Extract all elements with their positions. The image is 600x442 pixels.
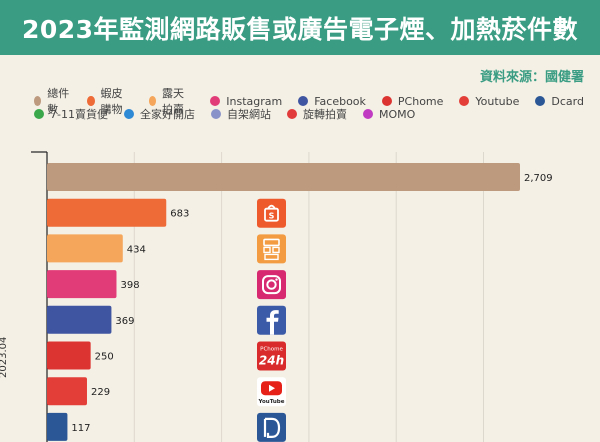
legend-label: 總件數 <box>47 87 70 116</box>
svg-text:PChome: PChome <box>260 347 283 353</box>
bar-value-label: 2,709 <box>524 173 553 184</box>
legend-label: Instagram <box>226 94 283 108</box>
legend-item: 蝦皮購物 <box>87 85 133 117</box>
legend-swatch <box>210 109 221 119</box>
legend-item: 總件數 <box>34 85 71 117</box>
legend-label: MOMO <box>378 107 416 121</box>
legend-item: Dcard <box>535 95 584 108</box>
svg-text:YouTube: YouTube <box>258 399 285 405</box>
facebook-icon <box>257 305 286 335</box>
legend-swatch <box>535 96 546 106</box>
bar-value-label: 117 <box>71 423 90 434</box>
legend-label: 旋轉拍賣 <box>302 108 347 121</box>
legend-item: 7-11賣貨便 <box>34 106 108 122</box>
source-note: 資料來源：國健署 <box>479 70 584 85</box>
svg-text:S: S <box>269 212 275 221</box>
bar <box>47 412 68 441</box>
legend-swatch <box>148 96 157 106</box>
bar-value-label: 683 <box>170 209 189 220</box>
legend-label: Dcard <box>551 94 584 108</box>
legend-swatch <box>34 109 44 119</box>
legend-swatch <box>298 96 309 106</box>
bar-value-label: 250 <box>95 352 114 363</box>
legend-swatch <box>286 109 297 119</box>
legend-label: 露天拍賣 <box>162 87 185 116</box>
instagram-icon <box>257 270 286 300</box>
bar-value-label: 398 <box>120 280 139 291</box>
legend-swatch <box>34 96 42 106</box>
bar <box>47 270 117 299</box>
legend-item: Youtube <box>459 95 519 108</box>
bar-value-label: 229 <box>91 387 110 398</box>
legend-item: MOMO <box>362 107 416 121</box>
legend-label: 全家好開店 <box>139 108 195 121</box>
bar-value-label: 369 <box>115 316 134 327</box>
bar <box>47 341 91 370</box>
bar <box>47 234 123 263</box>
ruten-icon <box>257 234 286 264</box>
legend-swatch <box>362 109 373 119</box>
legend-item: 露天拍賣 <box>148 85 195 117</box>
legend-label: 7-11賣貨便 <box>50 108 108 121</box>
legend-label: 蝦皮購物 <box>100 87 123 116</box>
legend-label: PChome <box>397 94 444 108</box>
legend-item: 旋轉拍賣 <box>286 106 347 122</box>
legend-label: Youtube <box>475 94 520 108</box>
youtube-icon: YouTube <box>257 377 286 407</box>
dcard-icon <box>257 412 286 442</box>
legend-row-2: 7-11賣貨便 全家好開店 自架網站 旋轉拍賣 MOMO <box>34 106 431 122</box>
period-label: 2023.04 <box>0 336 9 378</box>
legend-item: Instagram <box>210 95 282 108</box>
title-bar: 2023年監測網路販售或廣告電子煙、加熱菸件數 <box>0 0 600 55</box>
legend-swatch <box>123 109 134 119</box>
legend-swatch <box>459 96 470 106</box>
legend-swatch <box>87 96 95 106</box>
chart-title: 2023年監測網路販售或廣告電子煙、加熱菸件數 <box>21 14 579 44</box>
legend-swatch <box>210 96 221 106</box>
legend-swatch <box>381 96 392 106</box>
legend-item: PChome <box>381 94 444 108</box>
bar-value-label: 434 <box>127 244 146 255</box>
legend-item: Facebook <box>298 95 366 108</box>
legend-item: 自架網站 <box>210 106 271 122</box>
bar <box>47 163 520 191</box>
bar <box>47 198 167 227</box>
legend-row-1: 總件數 蝦皮購物 露天拍賣 Instagram Facebook PChome Youtub… <box>34 85 600 117</box>
shopee-icon: S <box>257 198 286 228</box>
legend-item: 全家好開店 <box>123 106 195 122</box>
legend-label: Facebook <box>314 94 366 108</box>
bar <box>47 377 87 406</box>
svg-text:24h: 24h <box>259 354 284 368</box>
legend-label: 自架網站 <box>226 108 271 121</box>
bar <box>47 305 112 334</box>
